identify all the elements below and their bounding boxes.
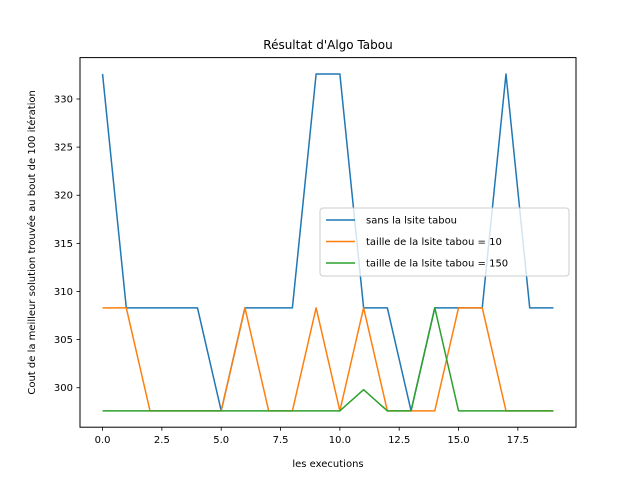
- plot-frame: [79, 57, 577, 428]
- x-tick-label: 7.5: [273, 435, 289, 446]
- y-tick-label: 300: [54, 383, 73, 394]
- y-axis-label: Cout de la meilleur solution trouvée au …: [26, 90, 38, 395]
- legend: sans la lsite tabou taille de la lsite ta…: [319, 207, 570, 277]
- ticks-layer: 0.0 2.5 5.0 7.5 10.0 12.5 15.0 17.5 300 305 310 315…: [54, 94, 529, 446]
- plot-layer: [101, 73, 554, 412]
- x-tick-label: 15.0: [447, 435, 469, 446]
- chart-title: Résultat d'Algo Tabou: [263, 38, 392, 52]
- x-tick-label: 12.5: [388, 435, 410, 446]
- legend-label-3: taille de la lsite tabou = 150: [366, 259, 508, 270]
- y-tick-label: 315: [54, 239, 73, 250]
- legend-label-2: taille de la lsite tabou = 10: [366, 237, 502, 248]
- x-axis-label: les executions: [292, 459, 363, 470]
- legend-box: [319, 207, 570, 277]
- y-tick-label: 310: [54, 287, 73, 298]
- x-tick-label: 17.5: [507, 435, 529, 446]
- series-line-3: [102, 307, 554, 412]
- legend-label-1: sans la lsite tabou: [366, 216, 457, 227]
- y-tick-label: 305: [54, 335, 73, 346]
- y-tick-label: 320: [54, 191, 73, 202]
- x-tick-label: 5.0: [213, 435, 229, 446]
- x-tick-label: 10.0: [329, 435, 351, 446]
- y-tick-label: 330: [54, 94, 73, 105]
- x-tick-label: 0.0: [95, 435, 111, 446]
- y-tick-label: 325: [54, 143, 73, 154]
- x-tick-label: 2.5: [154, 435, 170, 446]
